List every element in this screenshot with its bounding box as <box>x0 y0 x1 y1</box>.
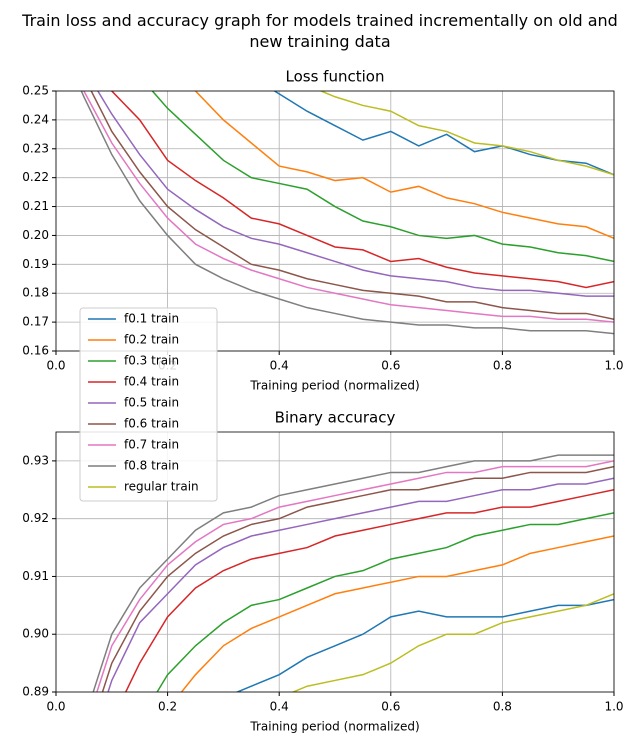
y-tick-label: 0.90 <box>22 627 49 641</box>
legend-label: f0.3 train <box>124 354 179 368</box>
series-line <box>156 512 614 692</box>
y-tick-label: 0.21 <box>22 199 49 213</box>
axes-frame <box>55 90 615 352</box>
series-line <box>151 91 614 263</box>
series-line <box>273 91 614 176</box>
y-tick-label: 0.24 <box>22 112 49 126</box>
x-axis-label: Training period (normalized) <box>249 720 419 734</box>
series-line <box>96 91 614 297</box>
y-tick-label: 0.18 <box>22 286 49 300</box>
x-tick-label: 0.6 <box>381 700 400 714</box>
legend-label: regular train <box>124 480 199 494</box>
series-line <box>180 535 614 692</box>
series-line <box>83 91 614 323</box>
x-tick-label: 0.8 <box>493 359 512 373</box>
y-tick-label: 0.16 <box>22 344 49 358</box>
x-tick-label: 0.4 <box>270 700 289 714</box>
legend-label: f0.4 train <box>124 375 179 389</box>
series-line <box>124 489 614 692</box>
plot-area <box>80 91 614 335</box>
legend-label: f0.6 train <box>124 417 179 431</box>
legend-box <box>79 307 218 502</box>
legend-label: f0.5 train <box>124 396 179 410</box>
y-tick-label: 0.23 <box>22 141 49 155</box>
series-line <box>96 460 614 692</box>
x-axis-label: Training period (normalized) <box>249 379 419 393</box>
y-tick-label: 0.25 <box>22 84 49 98</box>
series-line <box>107 477 614 692</box>
legend-label: f0.7 train <box>124 438 179 452</box>
y-tick-label: 0.22 <box>22 170 49 184</box>
legend-label: f0.1 train <box>124 312 179 326</box>
series-line <box>101 465 614 692</box>
y-tick-label: 0.20 <box>22 228 49 242</box>
y-tick-label: 0.91 <box>22 569 49 583</box>
x-tick-label: 0.2 <box>158 700 177 714</box>
x-tick-label: 0.0 <box>46 700 65 714</box>
y-tick-label: 0.92 <box>22 511 49 525</box>
y-tick-label: 0.93 <box>22 453 49 467</box>
series-line <box>90 91 614 320</box>
legend-label: f0.2 train <box>124 333 179 347</box>
y-tick-label: 0.17 <box>22 315 49 329</box>
series-line <box>80 91 614 335</box>
plot-area <box>92 454 614 692</box>
series-line <box>110 91 614 289</box>
series-line <box>92 454 614 692</box>
x-tick-label: 0.4 <box>270 359 289 373</box>
y-tick-label: 0.89 <box>22 685 49 699</box>
series-line <box>194 91 614 240</box>
series-line <box>319 91 614 176</box>
x-tick-label: 1.0 <box>604 700 623 714</box>
x-tick-label: 0.0 <box>46 359 65 373</box>
series-line <box>235 598 614 692</box>
x-tick-label: 0.6 <box>381 359 400 373</box>
legend-label: f0.8 train <box>124 459 179 473</box>
y-tick-label: 0.19 <box>22 257 49 271</box>
series-line <box>291 593 614 692</box>
x-tick-label: 0.8 <box>493 700 512 714</box>
figure-title: Train loss and accuracy graph for models… <box>22 11 618 51</box>
x-tick-label: 1.0 <box>604 359 623 373</box>
axes-title: Binary accuracy <box>275 409 396 427</box>
axes-title: Loss function <box>286 68 385 86</box>
axes-frame <box>55 431 615 693</box>
